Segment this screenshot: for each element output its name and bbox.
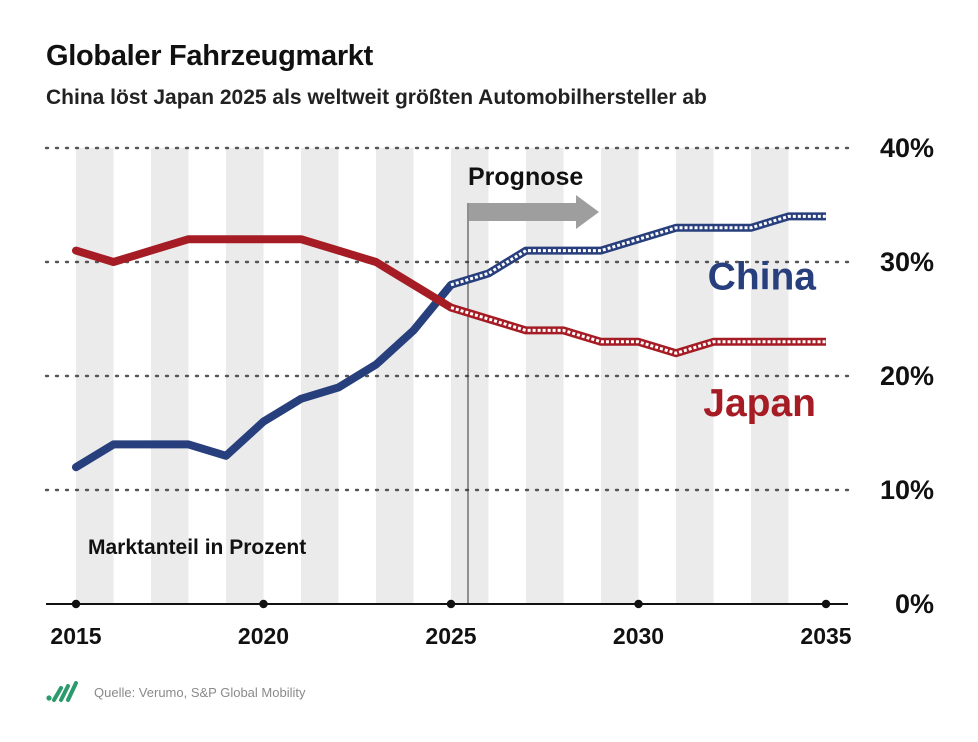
x-tick-label: 2025 xyxy=(425,623,476,649)
x-tick-dot xyxy=(71,599,81,609)
y-tick-label: 0% xyxy=(895,589,934,619)
footer: Quelle: Verumo, S&P Global Mobility xyxy=(46,680,305,704)
x-tick-dot xyxy=(821,599,831,609)
page-subtitle: China löst Japan 2025 als weltweit größt… xyxy=(46,86,707,109)
y-axis-ticks: 0% 10% 20% 30% 40% xyxy=(880,133,934,619)
verumo-logo-icon xyxy=(46,681,78,702)
x-tick-dot xyxy=(446,599,456,609)
series-labels: China Japan xyxy=(703,255,816,424)
x-tick-label: 2035 xyxy=(800,623,851,649)
forecast-arrow-icon xyxy=(469,195,599,229)
gridlines xyxy=(44,146,850,492)
series-label-japan: Japan xyxy=(703,382,816,425)
x-tick-dot xyxy=(634,599,643,609)
y-tick-label: 40% xyxy=(880,133,934,163)
x-tick-label: 2015 xyxy=(50,623,101,649)
y-tick-label: 30% xyxy=(880,247,934,277)
y-tick-label: 20% xyxy=(880,361,934,391)
page-title: Globaler Fahrzeugmarkt xyxy=(46,40,373,72)
series-layer xyxy=(72,212,827,472)
forecast-label: Prognose xyxy=(468,163,583,191)
x-axis-ticks: 2015 2020 2025 2030 2035 xyxy=(50,599,852,649)
x-tick-label: 2030 xyxy=(613,623,664,649)
source-note: Quelle: Verumo, S&P Global Mobility xyxy=(94,684,306,700)
series-label-china: China xyxy=(708,255,817,298)
y-tick-label: 10% xyxy=(880,475,934,505)
x-tick-label: 2020 xyxy=(238,623,289,649)
x-tick-dot xyxy=(259,599,268,609)
y-axis-label: Marktanteil in Prozent xyxy=(88,536,306,559)
